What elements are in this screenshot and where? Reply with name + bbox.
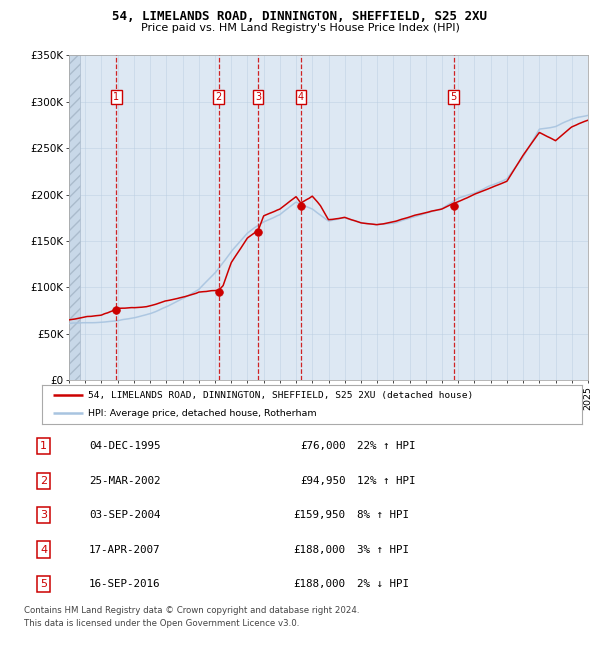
- Text: This data is licensed under the Open Government Licence v3.0.: This data is licensed under the Open Gov…: [24, 619, 299, 628]
- Text: 5: 5: [40, 579, 47, 589]
- Text: Contains HM Land Registry data © Crown copyright and database right 2024.: Contains HM Land Registry data © Crown c…: [24, 606, 359, 615]
- Text: 54, LIMELANDS ROAD, DINNINGTON, SHEFFIELD, S25 2XU (detached house): 54, LIMELANDS ROAD, DINNINGTON, SHEFFIEL…: [88, 391, 473, 400]
- Text: Price paid vs. HM Land Registry's House Price Index (HPI): Price paid vs. HM Land Registry's House …: [140, 23, 460, 32]
- Text: 1: 1: [113, 92, 119, 102]
- Text: 25-MAR-2002: 25-MAR-2002: [89, 476, 160, 486]
- Text: 3% ↑ HPI: 3% ↑ HPI: [357, 545, 409, 554]
- Text: 12% ↑ HPI: 12% ↑ HPI: [357, 476, 415, 486]
- Text: 2: 2: [215, 92, 222, 102]
- Text: 4: 4: [40, 545, 47, 554]
- Text: 16-SEP-2016: 16-SEP-2016: [89, 579, 160, 589]
- Text: 8% ↑ HPI: 8% ↑ HPI: [357, 510, 409, 520]
- Text: £188,000: £188,000: [293, 579, 346, 589]
- Text: 1: 1: [40, 441, 47, 451]
- Text: 03-SEP-2004: 03-SEP-2004: [89, 510, 160, 520]
- Text: 5: 5: [451, 92, 457, 102]
- Text: 2% ↓ HPI: 2% ↓ HPI: [357, 579, 409, 589]
- Text: £94,950: £94,950: [300, 476, 346, 486]
- Bar: [69, 55, 80, 380]
- Text: 3: 3: [40, 510, 47, 520]
- Text: 54, LIMELANDS ROAD, DINNINGTON, SHEFFIELD, S25 2XU: 54, LIMELANDS ROAD, DINNINGTON, SHEFFIEL…: [113, 10, 487, 23]
- Text: 04-DEC-1995: 04-DEC-1995: [89, 441, 160, 451]
- Text: 22% ↑ HPI: 22% ↑ HPI: [357, 441, 415, 451]
- Text: £188,000: £188,000: [293, 545, 346, 554]
- Text: 4: 4: [298, 92, 304, 102]
- Text: 2: 2: [40, 476, 47, 486]
- Text: 17-APR-2007: 17-APR-2007: [89, 545, 160, 554]
- Text: £76,000: £76,000: [300, 441, 346, 451]
- Text: £159,950: £159,950: [293, 510, 346, 520]
- Text: HPI: Average price, detached house, Rotherham: HPI: Average price, detached house, Roth…: [88, 409, 317, 418]
- Text: 3: 3: [255, 92, 262, 102]
